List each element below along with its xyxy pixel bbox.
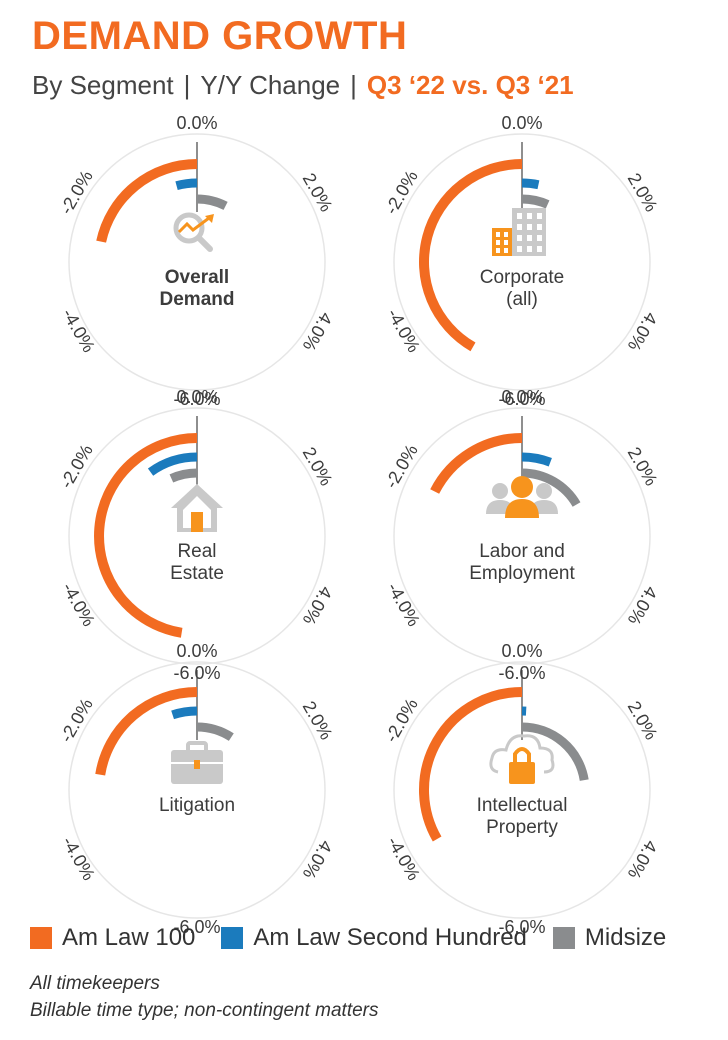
legend: Am Law 100 Am Law Second Hundred Midsize: [30, 924, 692, 952]
panel-label: Labor and: [479, 541, 565, 562]
panel-label: Real: [177, 541, 216, 562]
bar-arc-am-law-100: [96, 159, 198, 243]
cloud-lock-icon: [489, 734, 555, 784]
tick-label: -6.0%: [498, 389, 545, 409]
bar-arc-midsize: [521, 468, 581, 507]
bar-arc-am-law-second-hundred: [147, 452, 198, 476]
bar-arc-am-law-second-hundred: [521, 178, 540, 190]
bar-arc-am-law-100: [94, 433, 198, 638]
tick-label: -4.0%: [383, 305, 424, 356]
footnote: All timekeepers: [30, 973, 160, 994]
ring: [68, 407, 326, 665]
legend-swatch: [30, 927, 52, 949]
tick-label: -6.0%: [498, 917, 545, 937]
tick-label: 0.0%: [501, 641, 542, 661]
legend-item-am-law-100: Am Law 100: [30, 924, 195, 952]
legend-label: Midsize: [584, 924, 667, 951]
bar-arc-am-law-100: [419, 687, 523, 842]
chart-magnifier-icon: [173, 212, 214, 252]
tick-label: -4.0%: [383, 833, 424, 884]
tick-label: -2.0%: [56, 695, 97, 746]
bar-arc-am-law-100: [95, 687, 198, 776]
bar-arc-am-law-100: [419, 159, 523, 352]
bar-arc-midsize: [196, 194, 228, 210]
ring: [393, 407, 651, 665]
panel-label: Corporate: [480, 267, 565, 288]
panel-label: Demand: [160, 289, 235, 310]
footnote: Billable time type; non-contingent matte…: [30, 1000, 379, 1021]
people-group-icon: [486, 476, 558, 518]
tick-label: -6.0%: [173, 917, 220, 937]
legend-item-am-law-second-hundred: Am Law Second Hundred: [221, 924, 527, 952]
subtitle-separator: |: [350, 70, 357, 100]
subtitle-change: Y/Y Change: [200, 70, 341, 100]
tick-label: -2.0%: [56, 441, 97, 492]
legend-swatch: [552, 927, 575, 949]
bar-arc-midsize: [521, 194, 550, 209]
subtitle-segment: By Segment: [32, 70, 174, 100]
bar-arc-am-law-second-hundred: [171, 706, 198, 720]
tick-label: 0.0%: [176, 387, 217, 407]
ring: [393, 661, 651, 919]
tick-label: -4.0%: [383, 579, 424, 630]
bar-arc-am-law-100: [430, 433, 523, 494]
panel-label: Employment: [469, 563, 575, 584]
bar-arc-midsize: [169, 468, 198, 483]
subtitle: By Segment | Y/Y Change | Q3 ‘22 vs. Q3 ‘21: [32, 70, 574, 101]
tick-label: -6.0%: [173, 389, 220, 409]
radial-chart-panel: 0.0%2.0%4.0%-6.0%-4.0%-2.0%IntellectualP…: [381, 641, 662, 937]
bar-arc-am-law-second-hundred: [521, 452, 552, 467]
panel-label: Intellectual: [477, 795, 568, 816]
tick-label: 0.0%: [501, 113, 542, 133]
panel-label: Estate: [170, 563, 224, 584]
ring: [68, 661, 326, 919]
panel-label: (all): [506, 289, 538, 310]
panel-label: Property: [486, 817, 558, 838]
page-title: DEMAND GROWTH: [32, 14, 408, 58]
radial-chart-panel: 0.0%2.0%4.0%-6.0%-4.0%-2.0%Corporate(all…: [381, 113, 662, 409]
tick-label: -2.0%: [381, 441, 422, 492]
bar-arc-midsize: [196, 722, 234, 742]
briefcase-icon: [171, 741, 223, 784]
ring: [393, 133, 651, 391]
office-building-icon: [492, 208, 546, 256]
tick-label: 0.0%: [176, 113, 217, 133]
tick-label: 0.0%: [176, 641, 217, 661]
tick-label: -2.0%: [381, 167, 422, 218]
radial-chart-panel: 0.0%2.0%4.0%-6.0%-4.0%-2.0%Litigation: [56, 641, 337, 937]
tick-label: -4.0%: [58, 833, 99, 884]
house-icon: [171, 484, 223, 532]
panel-label: Overall: [165, 267, 229, 288]
legend-label: Am Law Second Hundred: [253, 924, 527, 951]
subtitle-separator: |: [183, 70, 191, 100]
radial-chart-panel: 0.0%2.0%4.0%-6.0%-4.0%-2.0%Labor andEmpl…: [381, 387, 662, 683]
tick-label: -4.0%: [58, 579, 99, 630]
tick-label: 0.0%: [501, 387, 542, 407]
subtitle-period: Q3 ‘22 vs. Q3 ‘21: [366, 70, 574, 100]
tick-label: -4.0%: [58, 305, 99, 356]
tick-label: -2.0%: [381, 695, 422, 746]
bar-arc-am-law-second-hundred: [175, 178, 198, 191]
ring: [68, 133, 326, 391]
legend-swatch: [221, 927, 244, 949]
legend-item-midsize: Midsize: [552, 924, 667, 952]
panel-label: Litigation: [159, 795, 235, 816]
bar-arc-midsize: [521, 722, 589, 781]
footnotes: All timekeepers Billable time type; non-…: [30, 970, 379, 1024]
legend-label: Am Law 100: [62, 924, 196, 951]
tick-label: -2.0%: [56, 167, 97, 218]
